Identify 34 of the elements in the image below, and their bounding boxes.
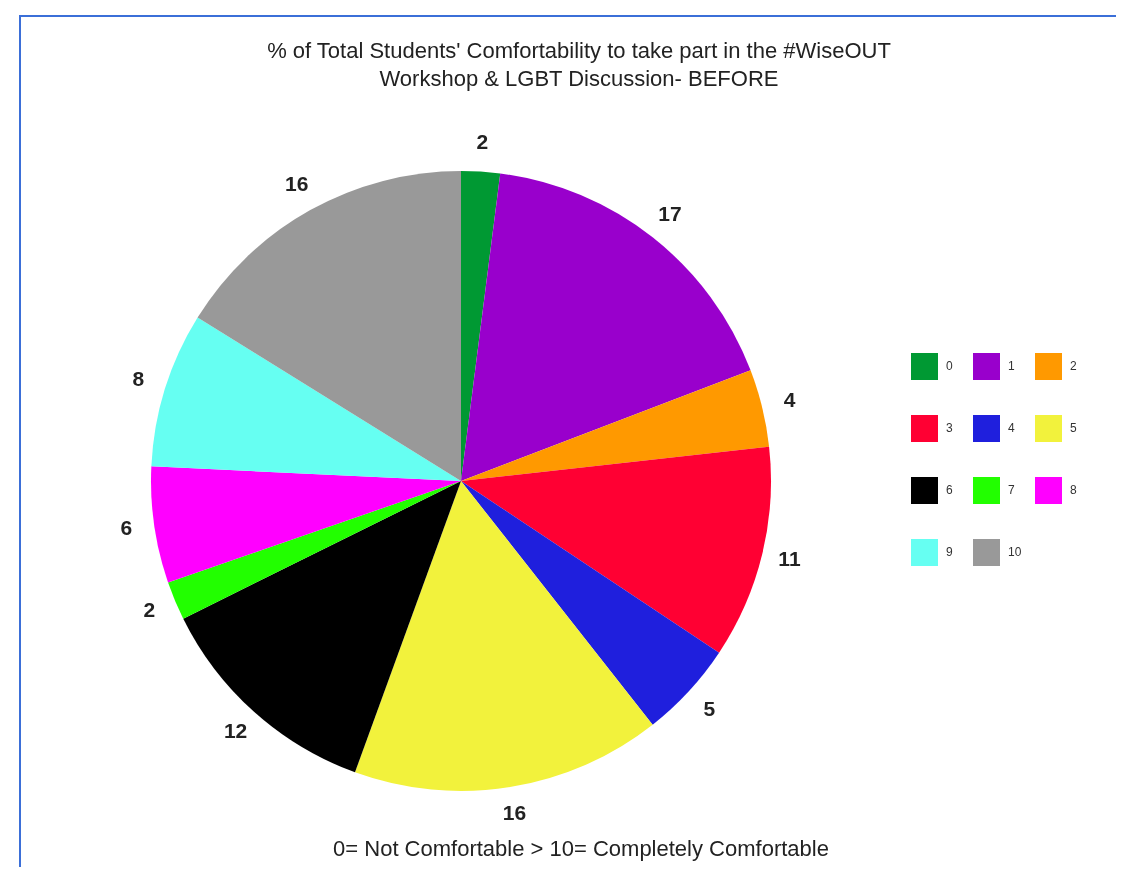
data-label: 5 bbox=[703, 696, 716, 720]
legend-label: 7 bbox=[1008, 483, 1015, 498]
legend-label: 2 bbox=[1070, 359, 1077, 374]
legend-label: 6 bbox=[946, 483, 953, 498]
pie-slice bbox=[354, 481, 653, 791]
pie-slice bbox=[151, 317, 461, 481]
legend-label: 5 bbox=[1070, 421, 1077, 436]
pie-slice bbox=[168, 481, 461, 619]
legend-label: 3 bbox=[946, 421, 953, 436]
legend-label: 8 bbox=[1070, 483, 1077, 498]
data-label: 17 bbox=[658, 201, 682, 225]
chart-title: % of Total Students' Comfortability to take part in the #WiseOUT Workshop & LGBT Discussion- BEFORE bbox=[267, 38, 891, 91]
legend-label: 0 bbox=[946, 359, 953, 374]
pie-slice bbox=[197, 171, 461, 481]
data-label: 16 bbox=[502, 801, 527, 825]
pie-slice bbox=[461, 370, 770, 481]
pie-slice bbox=[461, 173, 751, 481]
legend-label: 10 bbox=[1008, 545, 1022, 560]
pie-slice bbox=[461, 446, 771, 653]
data-label: 8 bbox=[132, 367, 145, 391]
data-label: 2 bbox=[476, 130, 489, 154]
data-label: 16 bbox=[284, 172, 309, 196]
text: 0= Not Comfortable > 10= Completely Comfortable bbox=[333, 836, 829, 861]
pie-slice bbox=[461, 481, 720, 725]
pie-slice bbox=[151, 466, 461, 583]
legend-label: 4 bbox=[1008, 421, 1015, 436]
data-label: 6 bbox=[120, 515, 133, 539]
data-label: 11 bbox=[778, 547, 801, 571]
data-label: 2 bbox=[143, 598, 156, 622]
legend-label: 9 bbox=[946, 545, 953, 560]
legend-label: 1 bbox=[1008, 359, 1015, 374]
data-label: 12 bbox=[223, 719, 248, 743]
pie-slice bbox=[183, 481, 461, 773]
data-label: 4 bbox=[783, 387, 796, 411]
